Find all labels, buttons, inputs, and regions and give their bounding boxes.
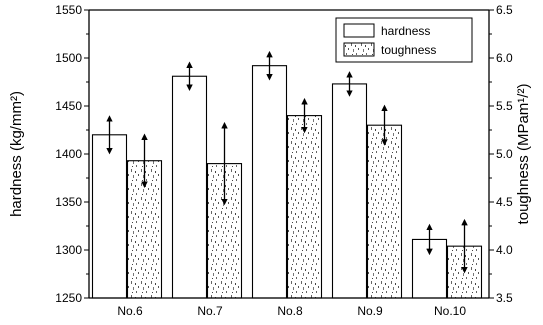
- y-tick-label-right: 5.0: [496, 147, 513, 161]
- y-tick-label-right: 5.5: [496, 99, 513, 113]
- y-tick-label-left: 1450: [55, 99, 82, 113]
- bars-layer: [91, 65, 483, 299]
- y-tick-label-left: 1250: [55, 291, 82, 305]
- y-tick-label-right: 6.5: [496, 3, 513, 17]
- bar-hardness: [251, 65, 288, 299]
- y-axis-label-right: toughness (MPam¹/²): [515, 84, 532, 225]
- y-tick-label-right: 3.5: [496, 291, 513, 305]
- x-tick-label: No.6: [117, 304, 143, 318]
- x-tick-label: No.10: [434, 304, 466, 318]
- y-tick-label-right: 4.5: [496, 195, 513, 209]
- bar-toughness: [286, 115, 323, 299]
- legend-swatch-hardness: [343, 23, 375, 38]
- x-tick-label: No.8: [277, 304, 303, 318]
- y-axis-label-left: hardness (kg/mm²): [8, 91, 25, 217]
- bar-hardness: [91, 134, 128, 299]
- y-tick-label-left: 1500: [55, 51, 82, 65]
- bar-toughness: [366, 124, 403, 299]
- y-tick-label-right: 4.0: [496, 243, 513, 257]
- y-tick-label-left: 1300: [55, 243, 82, 257]
- error-bars-layer: [106, 50, 468, 274]
- legend: hardness toughness: [335, 17, 473, 63]
- x-tick-label: No.7: [197, 304, 223, 318]
- x-tick-label: No.9: [357, 304, 383, 318]
- y-tick-label-right: 6.0: [496, 51, 513, 65]
- legend-label-toughness: toughness: [381, 43, 436, 57]
- legend-swatch-toughness: [343, 42, 375, 57]
- legend-label-hardness: hardness: [381, 24, 430, 38]
- y-tick-label-left: 1350: [55, 195, 82, 209]
- y-tick-label-left: 1550: [55, 3, 82, 17]
- bar-hardness: [331, 83, 368, 299]
- ticks-layer: 1250 1300 1350 1400 1450 1500 1550 3.5 4.0 4.5 5.0…: [55, 3, 513, 318]
- bar-hardness: [171, 75, 208, 299]
- y-tick-label-left: 1400: [55, 147, 82, 161]
